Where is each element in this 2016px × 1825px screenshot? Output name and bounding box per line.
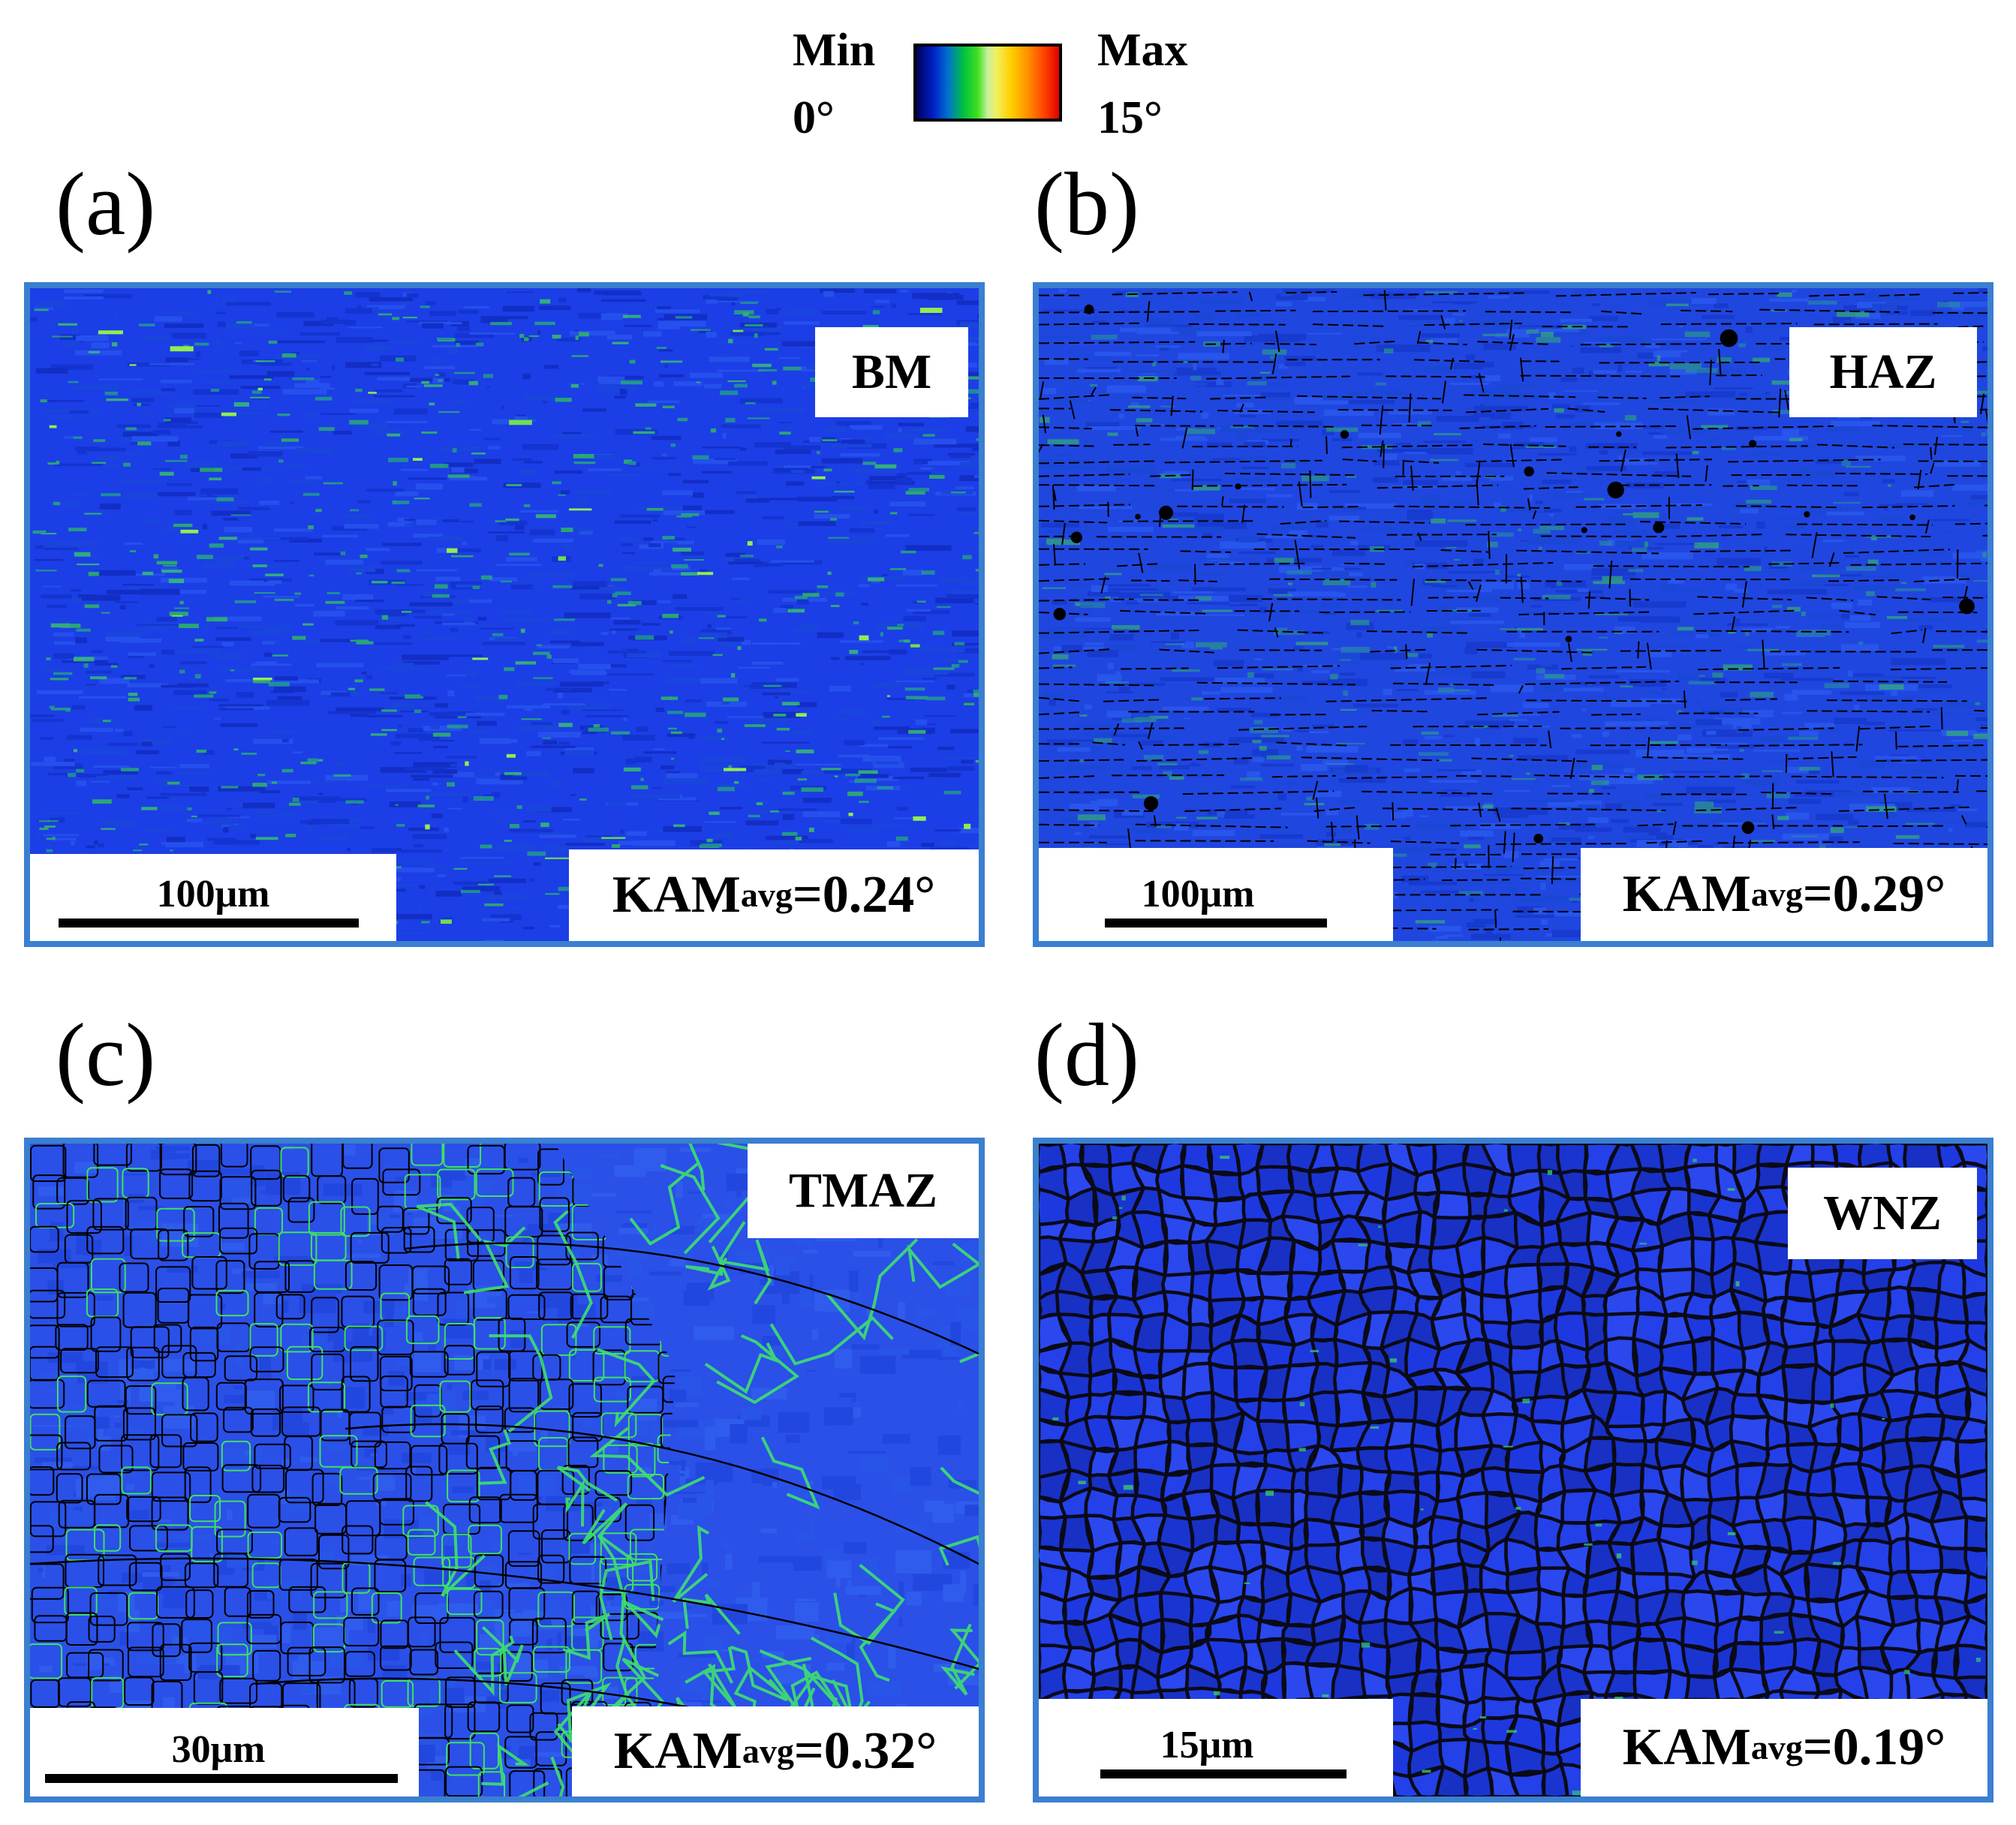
kam-average-box-d: KAM avg =0.19° xyxy=(1581,1699,1987,1796)
scale-bar-label-c: 30μm xyxy=(171,1728,266,1771)
kam-map-wnz: WNZ 15μm KAM avg =0.19° xyxy=(1033,1138,1993,1802)
dark-particles xyxy=(1053,304,1975,910)
kam-value-d: =0.19° xyxy=(1802,1718,1946,1776)
scale-bar-label-b: 100μm xyxy=(1141,873,1255,916)
kam-average-box-c: KAM avg =0.32° xyxy=(572,1706,979,1796)
scale-bar-box-d: 15μm xyxy=(1039,1699,1393,1796)
panel-letter-c: (c) xyxy=(56,1005,156,1105)
kam-prefix-c: KAM xyxy=(613,1722,742,1780)
panel-letter-d: (d) xyxy=(1034,1005,1139,1105)
zone-label-wnz: WNZ xyxy=(1788,1168,1977,1259)
scale-bar-c xyxy=(45,1774,398,1783)
zone-label-bm: BM xyxy=(815,327,968,417)
kam-map-bm: BM 100μm KAM avg =0.24° xyxy=(24,282,985,947)
kam-value-a: =0.24° xyxy=(792,866,936,924)
kam-map-tmaz: TMAZ 30μm KAM avg =0.32° xyxy=(24,1138,985,1802)
scale-bar-label-d: 15μm xyxy=(1160,1724,1254,1766)
scale-bar-a xyxy=(59,919,359,928)
kam-map-haz: HAZ 100μm KAM avg =0.29° xyxy=(1033,282,1993,947)
legend-min-label: Min xyxy=(793,25,876,76)
zone-label-tmaz: TMAZ xyxy=(748,1144,979,1238)
kam-prefix-a: KAM xyxy=(612,866,741,924)
legend-min-value: 0° xyxy=(793,92,835,143)
kam-prefix-b: KAM xyxy=(1622,865,1751,923)
scale-bar-box-a: 100μm xyxy=(30,854,396,941)
kam-map-bm-image xyxy=(30,288,979,941)
kam-value-b: =0.29° xyxy=(1802,865,1946,923)
kam-map-tmaz-image xyxy=(30,1144,979,1796)
zone-label-haz: HAZ xyxy=(1789,327,1977,417)
panel-letter-a: (a) xyxy=(56,154,156,254)
legend-max-label: Max xyxy=(1097,25,1188,76)
kam-value-c: =0.32° xyxy=(793,1722,937,1780)
scale-bar-box-b: 100μm xyxy=(1039,848,1393,941)
kam-prefix-d: KAM xyxy=(1622,1718,1751,1776)
scale-bar-b xyxy=(1105,919,1327,928)
kam-average-box-a: KAM avg =0.24° xyxy=(569,849,979,941)
kam-average-box-b: KAM avg =0.29° xyxy=(1581,848,1987,941)
legend-max-value: 15° xyxy=(1097,92,1163,143)
scale-bar-label-a: 100μm xyxy=(156,873,270,916)
panel-letter-b: (b) xyxy=(1034,154,1139,254)
high-angle-boundaries xyxy=(30,1242,979,1790)
scale-bar-d xyxy=(1100,1769,1347,1778)
scale-bar-box-c: 30μm xyxy=(30,1708,419,1796)
legend-color-bar xyxy=(913,44,1062,122)
